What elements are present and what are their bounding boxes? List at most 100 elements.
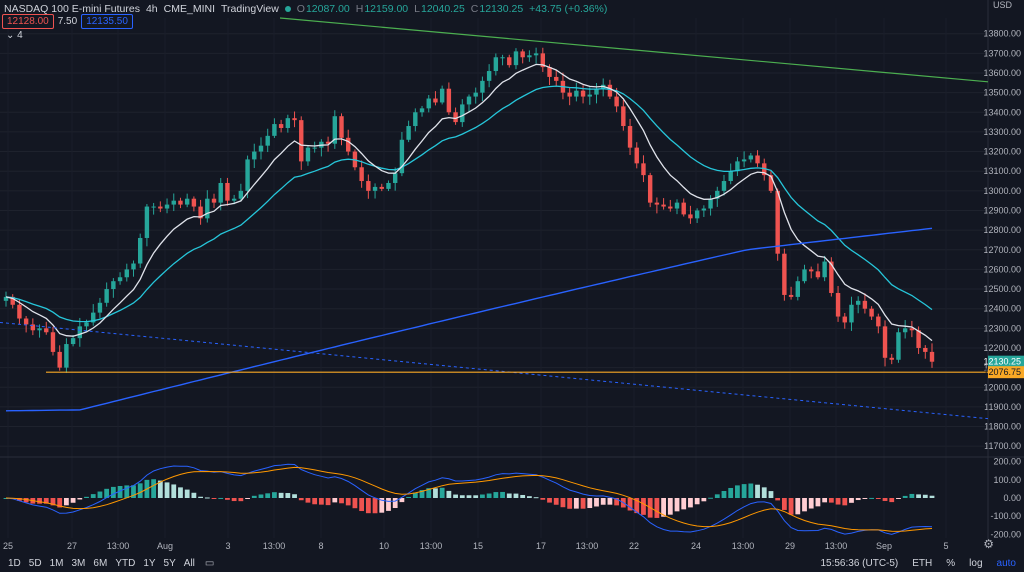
ema20-line	[5, 63, 933, 342]
candle-body	[339, 116, 344, 138]
osc-histogram-bar	[896, 498, 901, 499]
osc-histogram-bar	[714, 494, 720, 498]
gear-icon[interactable]: ⚙	[983, 537, 994, 551]
session-button[interactable]: ETH	[912, 557, 933, 569]
osc-histogram-bar	[808, 498, 814, 509]
osc-histogram-bar	[929, 495, 935, 498]
osc-histogram-bar	[70, 498, 76, 503]
range-ytd[interactable]: YTD	[115, 557, 136, 569]
osc-histogram-bar	[869, 497, 875, 499]
candle-body	[426, 98, 431, 109]
time-tick-label: 29	[785, 541, 795, 551]
interval[interactable]: 4h	[145, 3, 158, 15]
spread-value: 7.50	[57, 16, 78, 27]
candle-body	[198, 206, 203, 219]
candle-body	[399, 139, 405, 174]
candle-body	[607, 84, 613, 97]
time-tick-label: Aug	[157, 541, 173, 551]
buy-button[interactable]: 12135.50	[81, 14, 133, 29]
osc-histogram-bar	[835, 498, 841, 505]
exchange: CME_MINI	[163, 3, 215, 15]
candle-body	[473, 92, 478, 97]
candle-body	[70, 338, 76, 345]
osc-histogram-bar	[486, 493, 492, 498]
candle-body	[688, 214, 693, 219]
osc-histogram-bar	[795, 498, 801, 515]
signal-line	[5, 466, 933, 532]
osc-tick-label: -100.00	[990, 511, 1021, 521]
osc-histogram-bar	[164, 482, 170, 498]
time-tick-label: 3	[225, 541, 230, 551]
osc-histogram-bar	[741, 484, 747, 498]
sell-button[interactable]: 12128.00	[2, 14, 54, 29]
candle-body	[446, 88, 452, 113]
candle-body	[728, 171, 733, 182]
candle-body	[929, 351, 935, 362]
range-1d[interactable]: 1D	[8, 557, 21, 569]
price-tick-label: 12900.00	[983, 205, 1021, 215]
candle-body	[278, 124, 284, 128]
candle-body	[701, 208, 707, 211]
osc-tick-label: -200.00	[990, 529, 1021, 539]
candle-body	[245, 159, 250, 191]
osc-histogram-bar	[124, 485, 130, 498]
osc-histogram-bar	[614, 498, 620, 506]
candle-body	[285, 118, 291, 128]
candle-body	[654, 202, 660, 205]
candle-body	[292, 118, 297, 121]
symbol-name[interactable]: NASDAQ 100 E-mini Futures	[4, 3, 140, 15]
price-tick-label: 12800.00	[983, 225, 1021, 235]
auto-scale-toggle[interactable]: auto	[996, 557, 1016, 569]
candle-body	[258, 145, 264, 152]
osc-histogram-bar	[218, 497, 224, 499]
currency-label[interactable]: USD	[992, 0, 1012, 10]
range-5d[interactable]: 5D	[28, 557, 42, 569]
candle-body	[386, 182, 391, 189]
range-5y[interactable]: 5Y	[163, 557, 176, 569]
last-price-label: 12130.25	[983, 357, 1021, 367]
high-value: 12159.00	[364, 3, 409, 15]
osc-histogram-bar	[258, 494, 264, 498]
candle-body	[117, 277, 123, 282]
candle-body	[84, 322, 89, 327]
clock[interactable]: 15:56:36 (UTC-5)	[820, 557, 899, 569]
time-tick-label: 15	[473, 541, 483, 551]
range-6m[interactable]: 6M	[93, 557, 108, 569]
range-1y[interactable]: 1Y	[143, 557, 156, 569]
osc-histogram-bar	[131, 485, 136, 498]
price-tick-label: 11800.00	[984, 422, 1021, 432]
range-3m[interactable]: 3M	[71, 557, 86, 569]
range-all[interactable]: All	[183, 557, 195, 569]
osc-histogram-bar	[688, 498, 693, 508]
indicators-toggle[interactable]: ⌄ 4	[6, 30, 23, 41]
osc-histogram-bar	[157, 480, 163, 498]
osc-histogram-bar	[23, 498, 29, 503]
time-tick-label: 17	[536, 541, 546, 551]
osc-histogram-bar	[372, 498, 378, 514]
candle-body	[23, 318, 29, 325]
osc-histogram-bar	[547, 498, 552, 503]
time-tick-label: 13:00	[263, 541, 286, 551]
candle-body	[37, 328, 42, 331]
candle-body	[10, 296, 15, 305]
candle-body	[547, 67, 552, 77]
log-toggle[interactable]: log	[969, 557, 983, 569]
range-1m[interactable]: 1M	[49, 557, 64, 569]
osc-histogram-bar	[37, 498, 42, 504]
osc-histogram-bar	[594, 498, 599, 507]
osc-histogram-bar	[251, 495, 257, 498]
osc-histogram-bar	[526, 496, 532, 498]
osc-histogram-bar	[761, 487, 767, 498]
osc-histogram-bar	[110, 486, 116, 498]
candle-body	[762, 163, 767, 176]
candle-body	[842, 316, 847, 323]
ema200-line	[5, 227, 933, 412]
osc-histogram-bar	[298, 498, 304, 501]
osc-histogram-bar	[828, 498, 834, 503]
osc-histogram-bar	[57, 498, 63, 508]
calendar-range-icon[interactable]: ▭	[204, 557, 215, 569]
percent-toggle[interactable]: %	[946, 557, 956, 569]
low-label: L	[414, 3, 420, 15]
osc-histogram-bar	[359, 498, 365, 512]
